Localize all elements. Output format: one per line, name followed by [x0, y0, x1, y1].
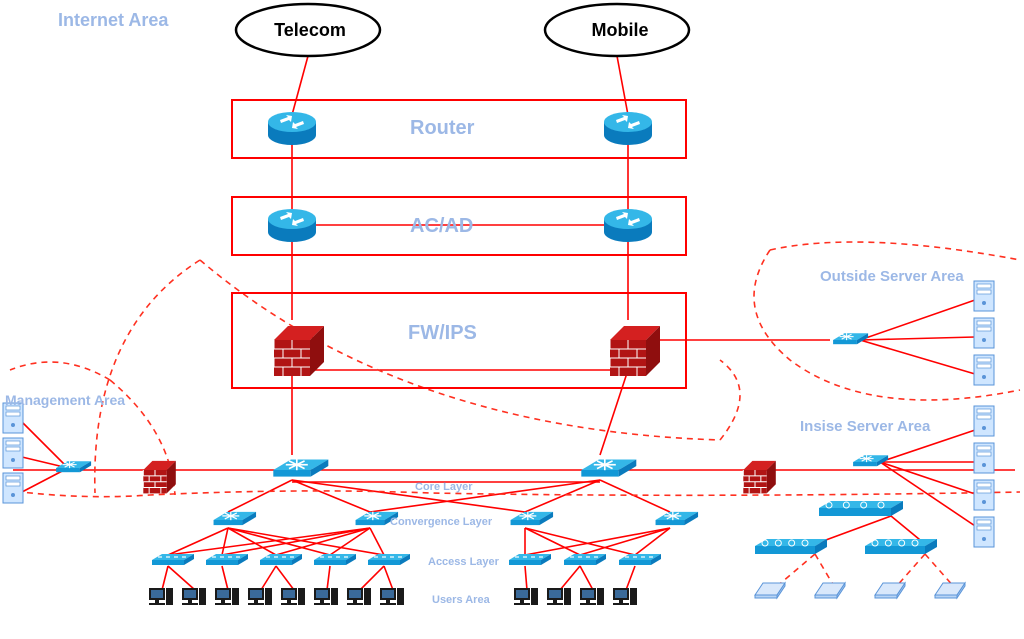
- router-icon: [268, 209, 316, 242]
- server-icon: [974, 318, 994, 348]
- firewall-icon: [143, 461, 176, 494]
- label-router: Router: [410, 117, 474, 140]
- pc-icon: [380, 588, 404, 605]
- server-icon: [974, 517, 994, 547]
- label-fwips: FW/IPS: [408, 322, 477, 345]
- label-users-area: Users Area: [432, 594, 490, 606]
- pc-icon: [314, 588, 338, 605]
- label-core-layer: Core Layer: [415, 481, 472, 493]
- label-acad: AC/AD: [410, 215, 473, 238]
- switch-icon: [833, 333, 868, 344]
- laptop-icon: [935, 583, 965, 598]
- access-switch-icon: [152, 554, 194, 565]
- rack-switch-icon: [755, 539, 827, 554]
- firewall-icon: [274, 326, 324, 376]
- rack-switch-icon: [865, 539, 937, 554]
- pc-icon: [514, 588, 538, 605]
- label-management-area: Management Area: [5, 392, 125, 408]
- firewall-icon: [743, 461, 776, 494]
- server-icon: [974, 480, 994, 510]
- label-access-layer: Access Layer: [428, 556, 499, 568]
- firewall-icon: [610, 326, 660, 376]
- pc-icon: [580, 588, 604, 605]
- label-outside-server: Outside Server Area: [820, 268, 964, 285]
- access-switch-icon: [619, 554, 661, 565]
- router-icon: [604, 209, 652, 242]
- pc-icon: [347, 588, 371, 605]
- switch-icon: [656, 512, 699, 525]
- router-icon: [268, 112, 316, 145]
- access-switch-icon: [260, 554, 302, 565]
- pc-icon: [613, 588, 637, 605]
- pc-icon: [248, 588, 272, 605]
- pc-icon: [281, 588, 305, 605]
- label-internet-area: Internet Area: [58, 10, 168, 31]
- server-icon: [974, 281, 994, 311]
- server-icon: [974, 443, 994, 473]
- label-convergence-layer: Convergence Layer: [390, 516, 492, 528]
- switch-icon: [273, 459, 328, 476]
- pc-icon: [215, 588, 239, 605]
- pc-icon: [182, 588, 206, 605]
- access-switch-icon: [368, 554, 410, 565]
- server-icon: [3, 438, 23, 468]
- laptop-icon: [815, 583, 845, 598]
- rack-switch-icon: [819, 501, 903, 516]
- access-switch-icon: [564, 554, 606, 565]
- access-switch-icon: [509, 554, 551, 565]
- network-diagram: [0, 0, 1024, 639]
- switch-icon: [214, 512, 257, 525]
- server-icon: [974, 355, 994, 385]
- label-telecom: Telecom: [270, 20, 350, 41]
- access-switch-icon: [206, 554, 248, 565]
- switch-icon: [581, 459, 636, 476]
- pc-icon: [149, 588, 173, 605]
- router-icon: [604, 112, 652, 145]
- pc-icon: [547, 588, 571, 605]
- switch-icon: [511, 512, 554, 525]
- laptop-icon: [755, 583, 785, 598]
- label-mobile: Mobile: [580, 20, 660, 41]
- access-switch-icon: [314, 554, 356, 565]
- laptop-icon: [875, 583, 905, 598]
- server-icon: [3, 473, 23, 503]
- label-inside-server: Insise Server Area: [800, 418, 930, 435]
- server-icon: [974, 406, 994, 436]
